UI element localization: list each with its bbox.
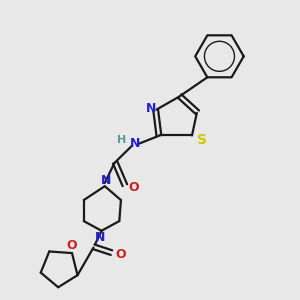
Text: N: N	[130, 137, 141, 150]
Text: O: O	[115, 248, 126, 262]
Text: S: S	[197, 133, 207, 147]
Text: N: N	[101, 174, 112, 187]
Text: O: O	[67, 239, 77, 253]
Text: N: N	[95, 231, 105, 244]
Text: N: N	[146, 101, 156, 115]
Text: H: H	[117, 135, 127, 145]
Text: O: O	[128, 181, 139, 194]
